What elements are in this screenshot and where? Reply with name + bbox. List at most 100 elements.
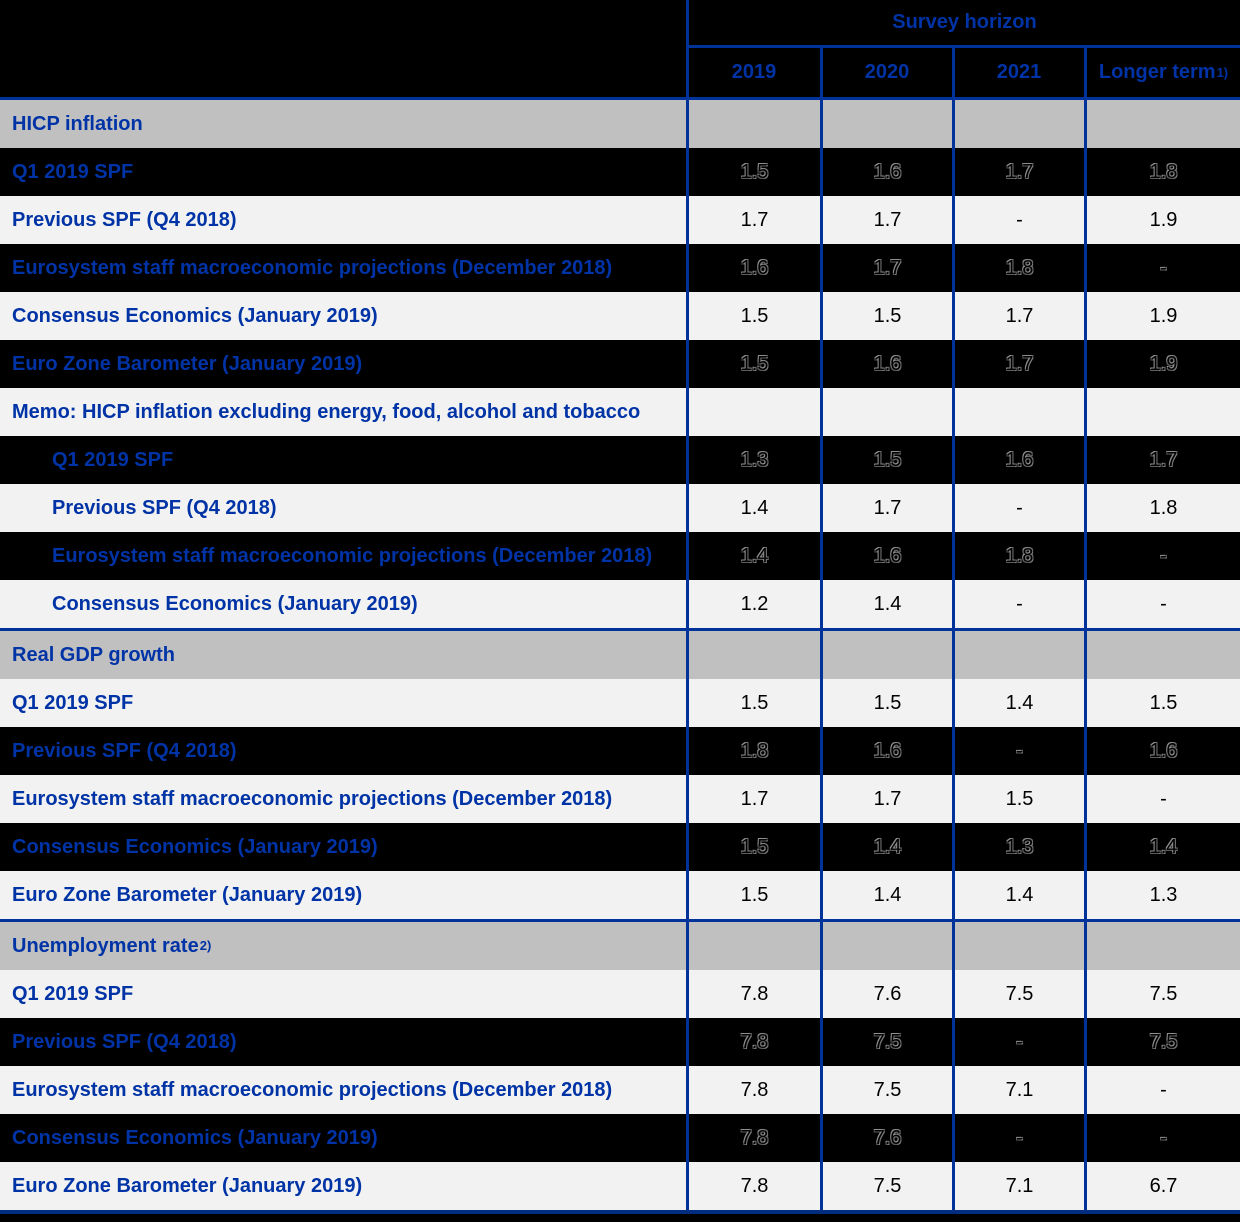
value-cell: - (1084, 775, 1240, 823)
value-cell: 1.7 (820, 775, 952, 823)
value-cell: 1.5 (820, 292, 952, 340)
value-cell: 1.9 (1084, 340, 1240, 388)
value-cell: 7.5 (1084, 1018, 1240, 1066)
table-row: Eurosystem staff macroeconomic projectio… (0, 1066, 1240, 1114)
value-cell: - (952, 1114, 1084, 1162)
table-row: Previous SPF (Q4 2018) 1.8 1.6-1.6 (0, 727, 1240, 775)
value-cell: 1.7 (820, 196, 952, 244)
value-cell: 1.3 (686, 436, 820, 484)
value-cell: 1.6 (686, 244, 820, 292)
value-cell: 1.7 (952, 148, 1084, 196)
value-cell: 1.5 (952, 775, 1084, 823)
row-label: Previous SPF (Q4 2018) (0, 1018, 686, 1066)
value-cell: 1.5 (686, 679, 820, 727)
value-cell: - (952, 484, 1084, 532)
value-cell: - (952, 727, 1084, 775)
row-label: HICP inflation (0, 100, 686, 148)
value-cell: 1.9 (1084, 196, 1240, 244)
value-cell: 1.4 (820, 580, 952, 628)
column-header-row: 2019 2020 2021 Longer term 1) (0, 48, 1240, 97)
table-row: Consensus Economics (January 2019) 1.5 1.4… (0, 823, 1240, 871)
value-cell: 1.7 (820, 484, 952, 532)
value-cell: 1.5 (686, 823, 820, 871)
value-cell: 1.8 (1084, 148, 1240, 196)
value-cell: 1.6 (820, 727, 952, 775)
section-header-row: HICP inflation (0, 97, 1240, 148)
table-row: Q1 2019 SPF 7.8 7.6 7.5 7.5 (0, 970, 1240, 1018)
value-cell: 7.1 (952, 1162, 1084, 1210)
section-header-row: Unemployment rate 2) (0, 919, 1240, 970)
value-cell: 1.8 (686, 727, 820, 775)
row-label: Q1 2019 SPF (0, 436, 686, 484)
value-cell: 7.8 (686, 1066, 820, 1114)
value-cell: 7.6 (820, 970, 952, 1018)
column-header-2020: 2020 (820, 48, 952, 97)
table-row: Euro Zone Barometer (January 2019) 1.5 1.6… (0, 340, 1240, 388)
row-label: Consensus Economics (January 2019) (0, 823, 686, 871)
column-header-2021: 2021 (952, 48, 1084, 97)
value-cell (952, 388, 1084, 436)
value-cell: 7.5 (820, 1162, 952, 1210)
value-cell: 7.6 (820, 1114, 952, 1162)
value-cell: - (1084, 1066, 1240, 1114)
value-cell: 1.8 (952, 244, 1084, 292)
row-label: Euro Zone Barometer (January 2019) (0, 340, 686, 388)
table-row: Q1 2019 SPF 1.5 1.6 1.7 1.8 (0, 148, 1240, 196)
value-cell: 1.4 (820, 871, 952, 919)
value-cell (952, 922, 1084, 970)
table-row: Previous SPF (Q4 2018) 1.4 1.7-1.8 (0, 484, 1240, 532)
table-row: Euro Zone Barometer (January 2019) 7.8 7.5… (0, 1162, 1240, 1210)
table-row: Eurosystem staff macroeconomic projectio… (0, 775, 1240, 823)
value-cell: 7.8 (686, 1114, 820, 1162)
value-cell: 1.7 (686, 196, 820, 244)
table-row: Consensus Economics (January 2019) 1.5 1.5… (0, 292, 1240, 340)
section-header-row: Real GDP growth (0, 628, 1240, 679)
value-cell: 1.5 (686, 871, 820, 919)
value-cell: 1.6 (820, 532, 952, 580)
value-cell: - (1084, 580, 1240, 628)
value-cell: 1.6 (952, 436, 1084, 484)
table-row: Previous SPF (Q4 2018) 7.8 7.5-7.5 (0, 1018, 1240, 1066)
row-label: Unemployment rate 2) (0, 922, 686, 970)
column-header-label: Longer term (1098, 61, 1216, 83)
value-cell (686, 388, 820, 436)
column-header-label: 2019 (731, 61, 777, 83)
table-row: Consensus Economics (January 2019) 1.2 1.4… (0, 580, 1240, 628)
value-cell: 1.7 (1084, 436, 1240, 484)
value-cell: 1.5 (820, 679, 952, 727)
value-cell (820, 100, 952, 148)
row-label: Q1 2019 SPF (0, 970, 686, 1018)
value-cell: 1.3 (952, 823, 1084, 871)
row-label: Previous SPF (Q4 2018) (0, 484, 686, 532)
value-cell: 7.1 (952, 1066, 1084, 1114)
value-cell: 6.7 (1084, 1162, 1240, 1210)
value-cell: 7.5 (1084, 970, 1240, 1018)
column-header-label: 2021 (996, 61, 1042, 83)
table-row: Consensus Economics (January 2019) 7.8 7.6… (0, 1114, 1240, 1162)
table-row: Euro Zone Barometer (January 2019) 1.5 1.4… (0, 871, 1240, 919)
value-cell: - (952, 196, 1084, 244)
survey-horizon-label: Survey horizon (892, 11, 1037, 33)
survey-horizon-header: Survey horizon (686, 0, 1240, 48)
value-cell: 1.5 (686, 292, 820, 340)
value-cell: - (1084, 532, 1240, 580)
value-cell: 1.9 (1084, 292, 1240, 340)
value-cell (686, 922, 820, 970)
value-cell: 7.8 (686, 1018, 820, 1066)
column-header-2019: 2019 (686, 48, 820, 97)
value-cell: 1.6 (820, 148, 952, 196)
value-cell: 7.8 (686, 970, 820, 1018)
row-label: Euro Zone Barometer (January 2019) (0, 1162, 686, 1210)
value-cell (1084, 100, 1240, 148)
value-cell: 1.2 (686, 580, 820, 628)
value-cell: 1.4 (952, 871, 1084, 919)
row-label: Eurosystem staff macroeconomic projectio… (0, 775, 686, 823)
value-cell: 1.5 (1084, 679, 1240, 727)
value-cell: 1.5 (686, 340, 820, 388)
value-cell: - (1084, 244, 1240, 292)
value-cell: 1.5 (686, 148, 820, 196)
row-label: Consensus Economics (January 2019) (0, 1114, 686, 1162)
column-header-label: 2020 (864, 61, 910, 83)
row-label: Eurosystem staff macroeconomic projectio… (0, 532, 686, 580)
